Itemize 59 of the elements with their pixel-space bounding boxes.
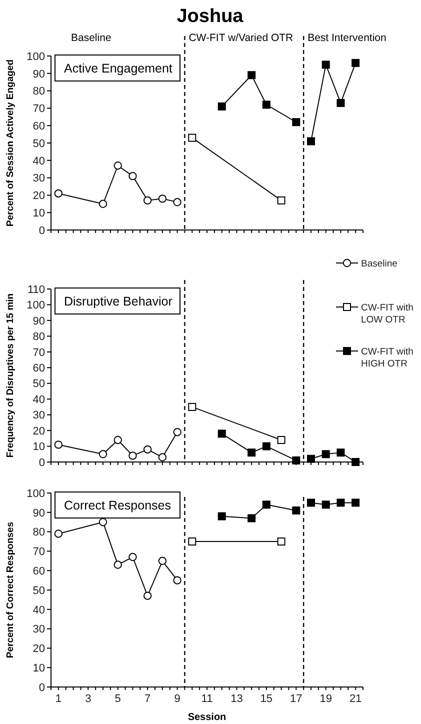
y-tick-label: 90: [32, 68, 45, 80]
x-tick-label: 9: [174, 693, 180, 705]
y-tick-label: 40: [32, 155, 45, 168]
x-tick-label: 15: [260, 693, 273, 705]
y-tick-label: 0: [38, 682, 45, 694]
y-tick-label: 90: [32, 315, 45, 328]
text: Baseline: [71, 32, 112, 44]
y-axis-title: Percent of Session Actively Engaged: [5, 59, 16, 227]
y-tick-label: 90: [32, 507, 45, 520]
x-tick-label: 3: [85, 693, 92, 705]
y-tick-label: 60: [32, 565, 45, 578]
y-tick-label: 80: [32, 86, 45, 98]
x-tick-label: 21: [349, 693, 362, 705]
x-tick-label: 7: [144, 693, 151, 705]
y-tick-label: 100: [26, 50, 45, 63]
y-tick-label: 20: [32, 190, 45, 202]
x-tick-label: 19: [320, 693, 332, 705]
y-tick-label: 50: [32, 378, 45, 390]
y-tick-label: 10: [32, 441, 45, 454]
y-tick-label: 40: [32, 394, 45, 406]
y-tick-label: 60: [32, 120, 45, 132]
legend-label: CW-FIT with HIGH OTR: [361, 346, 414, 370]
text: CW-FIT w/Varied OTR: [188, 32, 294, 44]
text: Best Intervention: [308, 32, 387, 44]
x-tick-label: 11: [201, 693, 213, 705]
legend-label: Baseline: [361, 258, 398, 270]
y-tick-label: 70: [32, 346, 45, 359]
annotation: Disruptive Behavior: [64, 294, 172, 308]
y-tick-label: 70: [32, 546, 45, 558]
y-tick-label: 10: [32, 207, 45, 220]
chart-title: Joshua: [176, 6, 244, 27]
y-axis-title: Percent of Correct Responses: [5, 522, 16, 658]
y-tick-label: 70: [32, 103, 45, 116]
y-tick-label: 80: [32, 331, 45, 344]
y-tick-label: 10: [32, 662, 45, 674]
x-axis-title: Session: [188, 712, 226, 723]
y-tick-label: 40: [32, 604, 45, 616]
y-tick-label: 50: [32, 138, 45, 150]
annotation: Active Engagement: [64, 61, 173, 76]
y-tick-label: 30: [32, 410, 45, 422]
y-tick-label: 30: [32, 624, 45, 636]
y-tick-label: 0: [38, 456, 45, 469]
y-tick-label: 30: [32, 172, 45, 185]
y-tick-label: 0: [38, 224, 45, 237]
y-tick-label: 50: [32, 584, 45, 597]
y-tick-label: 60: [32, 362, 45, 374]
y-axis-title: Frequency of Disruptives per 15 min: [5, 293, 16, 458]
y-tick-label: 20: [32, 425, 45, 438]
x-tick-label: 5: [114, 693, 121, 705]
x-tick-label: 1: [55, 693, 62, 705]
y-tick-label: 80: [32, 526, 45, 539]
y-tick-label: 100: [26, 488, 45, 500]
x-tick-label: 17: [290, 693, 302, 705]
annotation: Correct Responses: [64, 498, 171, 512]
y-tick-label: 20: [32, 643, 45, 656]
x-tick-label: 13: [230, 693, 243, 705]
y-tick-label: 110: [27, 284, 45, 296]
y-tick-label: 100: [26, 300, 45, 312]
legend-label: CW-FIT with LOW OTR: [361, 302, 414, 326]
